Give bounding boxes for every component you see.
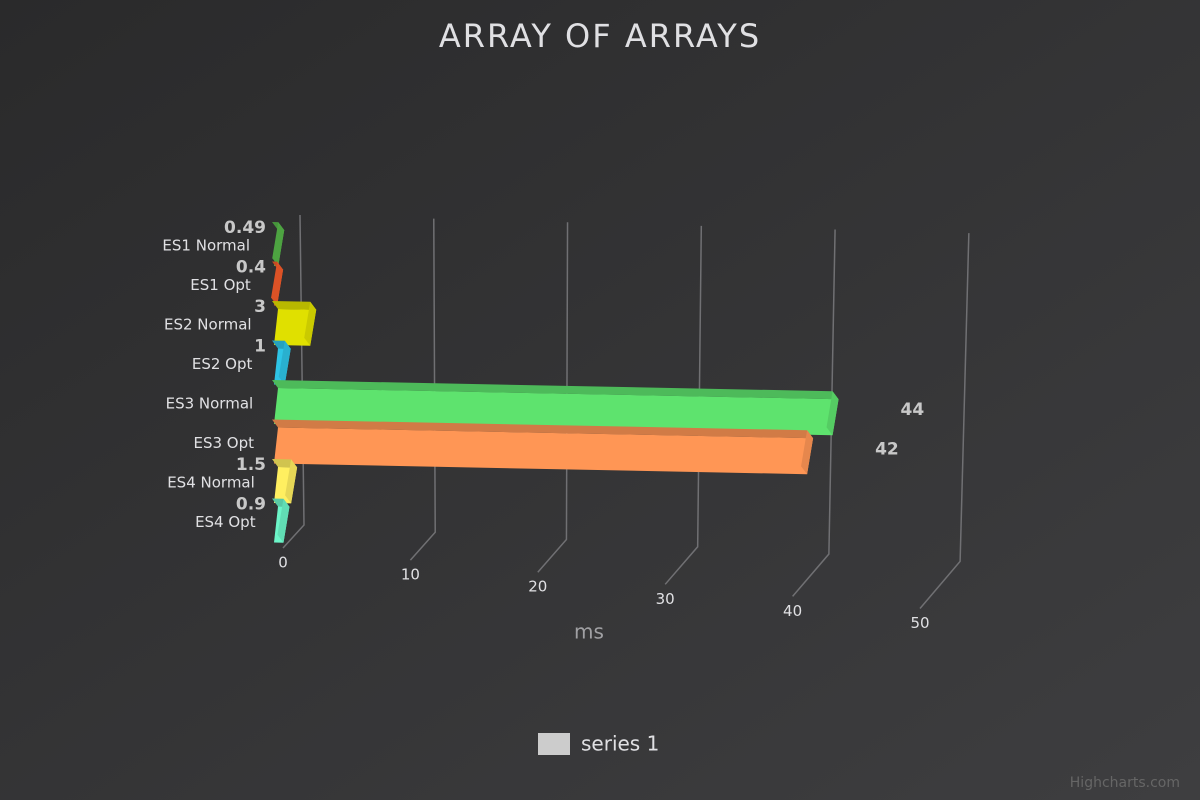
legend-swatch[interactable] [538,733,570,755]
bar-top [272,419,814,439]
y-tick-label: ES1 Normal [162,237,250,255]
bar-end [826,391,839,436]
value-label: 1.5 [236,455,266,475]
x-tick-label: 50 [910,614,929,632]
value-label: 0.9 [236,495,266,515]
bar [271,261,284,306]
grid-line [792,229,836,597]
credits[interactable]: Highcharts.com [1070,775,1180,791]
bar-top [272,301,317,310]
value-label: 42 [875,440,899,460]
value-label: 44 [901,400,925,420]
bar [272,301,317,346]
y-tick-label: ES4 Normal [167,474,255,492]
x-tick-label: 20 [528,578,547,596]
chart-title: ARRAY OF ARRAYS [439,17,761,55]
bar [272,222,285,267]
grid-line [664,225,703,585]
bar-end [272,222,285,267]
x-tick-label: 10 [401,566,420,584]
y-tick-label: ES3 Normal [166,395,254,413]
grid-line [919,233,970,610]
bar-end [271,261,284,306]
bar-end [277,498,290,543]
grid-line [409,218,436,561]
bar-end [304,301,317,346]
bar [272,340,291,385]
bar-top [272,380,839,400]
bar-end [278,340,291,385]
bar-end [801,430,814,475]
bar-front [274,427,814,475]
bar [272,459,298,504]
value-label: 1 [254,337,266,357]
value-label: 3 [254,297,266,317]
y-tick-label: ES2 Opt [192,355,253,373]
grid-line [537,222,569,573]
y-tick-label: ES2 Normal [164,316,252,334]
y-tick-label: ES4 Opt [195,513,256,531]
x-tick-label: 0 [278,554,288,572]
x-tick-label: 40 [783,602,802,620]
x-tick-label: 30 [656,590,675,608]
value-label: 0.49 [224,218,266,238]
y-tick-label: ES1 Opt [190,276,251,294]
x-axis-title: ms [574,620,604,644]
value-label: 0.4 [236,258,266,278]
bar [272,498,290,543]
bar [272,419,814,475]
y-tick-label: ES3 Opt [193,434,254,452]
bar-end [285,459,298,504]
legend-label[interactable]: series 1 [581,732,659,756]
